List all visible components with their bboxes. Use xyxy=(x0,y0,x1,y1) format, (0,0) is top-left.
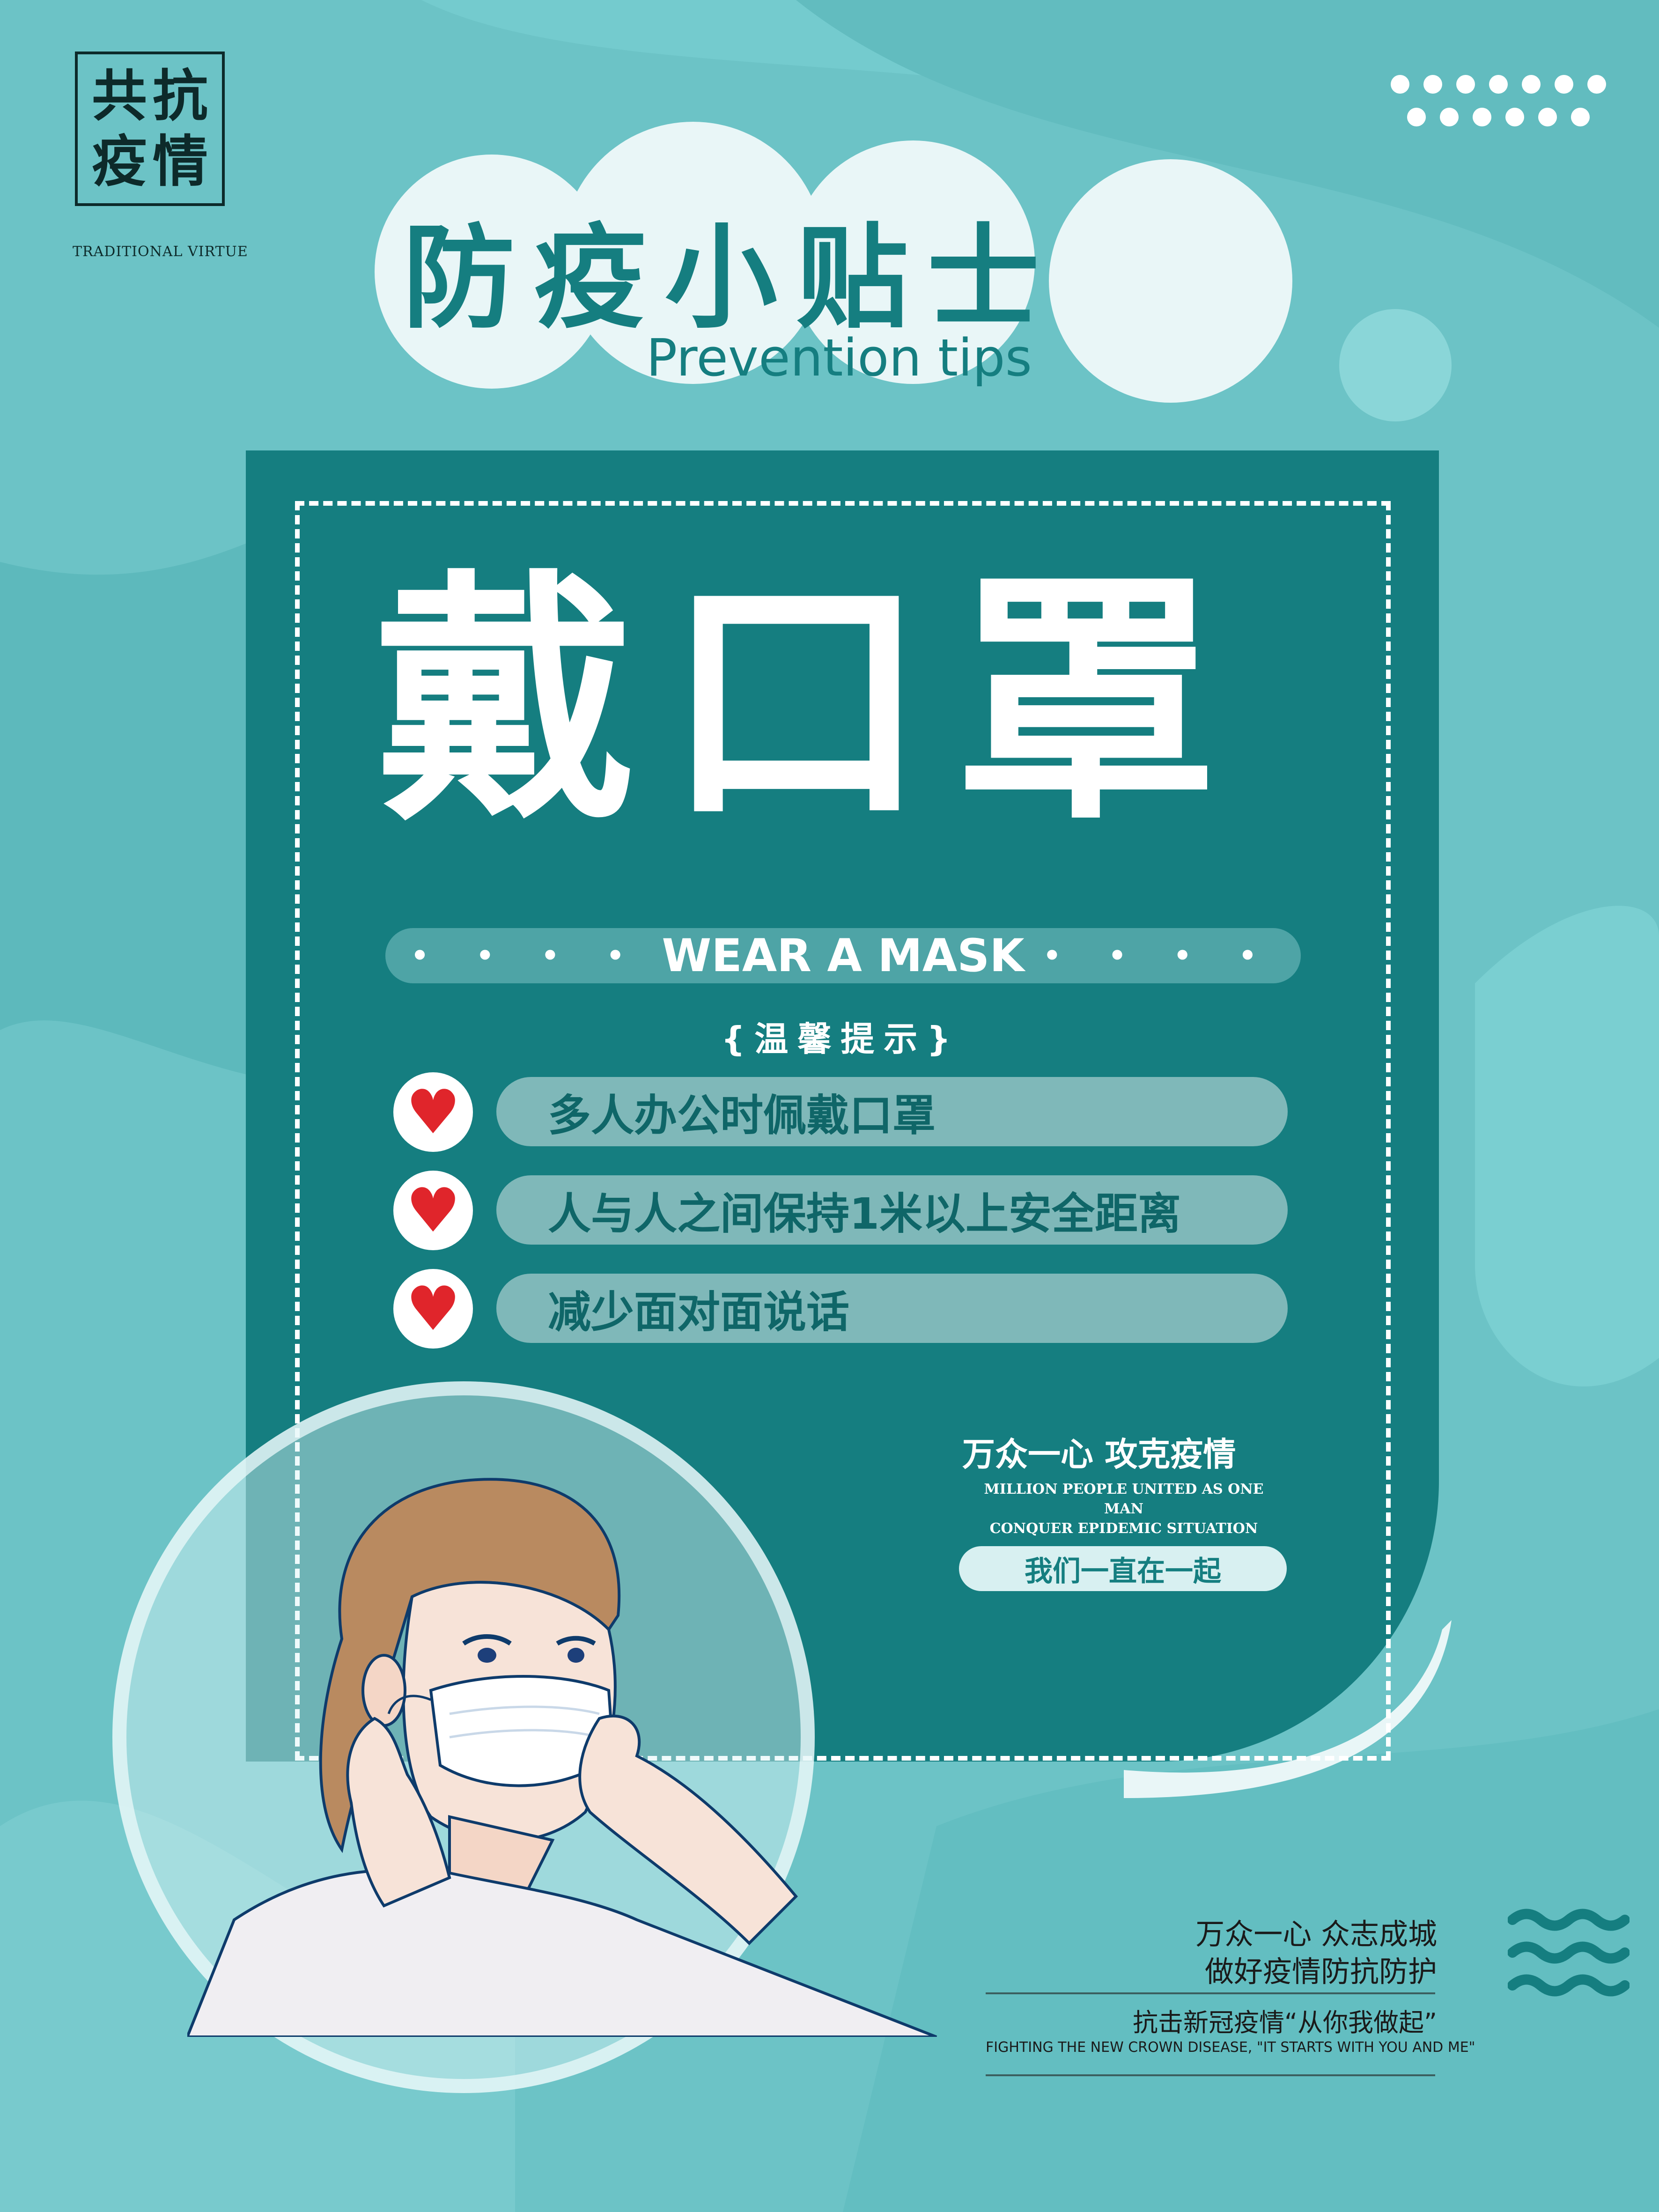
dots-right: • • • • xyxy=(1043,939,1276,972)
tip-item: 多人办公时佩戴口罩 xyxy=(496,1077,1288,1146)
footer-line3: 抗击新冠疫情“从你我做起” xyxy=(1133,2008,1437,2037)
footer-line2: 做好疫情防抗防护 xyxy=(1204,1954,1437,1989)
tip-item: 人与人之间保持1米以上安全距离 xyxy=(496,1175,1288,1245)
dots-decoration xyxy=(1391,75,1606,126)
slogan-en-line: MILLION PEOPLE UNITED AS ONE MAN xyxy=(984,1481,1264,1517)
wave-decoration xyxy=(1508,1909,1630,1997)
wear-mask-label: WEAR A MASK xyxy=(662,929,1025,982)
footer-line1: 万众一心 众志成城 xyxy=(1195,1917,1437,1951)
title-cloud xyxy=(1049,159,1292,403)
tip-text: 人与人之间保持1米以上安全距离 xyxy=(548,1188,1181,1239)
heart-icon: ♥ xyxy=(393,1072,473,1152)
divider xyxy=(986,2074,1435,2076)
title-cloud xyxy=(562,122,824,384)
stamp-subtitle: TRADITIONAL VIRTUE xyxy=(73,243,248,260)
slogan-en-line: CONQUER EPIDEMIC SITUATION xyxy=(989,1520,1258,1537)
slogan: 万众一心 攻克疫情 xyxy=(962,1435,1236,1474)
page-title: 防疫小贴士 xyxy=(403,213,1059,344)
heart-icon: ♥ xyxy=(393,1171,473,1250)
divider xyxy=(986,1992,1435,1994)
slogan-en: MILLION PEOPLE UNITED AS ONE MAN CONQUER… xyxy=(965,1480,1283,1539)
stamp-char: 抗 xyxy=(152,63,208,128)
person-mask-illustration xyxy=(187,1478,937,2037)
dashed-border xyxy=(295,501,1391,1761)
decor-circle xyxy=(1339,309,1452,421)
stamp-char: 共 xyxy=(91,63,147,128)
stamp-char: 情 xyxy=(152,129,208,194)
dots-left: • • • • xyxy=(411,939,643,972)
title-cloud xyxy=(791,140,1035,384)
stamp-char: 疫 xyxy=(91,129,147,194)
stamp-logo: 共 抗 疫 情 xyxy=(75,52,225,206)
heart-icon: ♥ xyxy=(393,1269,473,1349)
tip-text: 多人办公时佩戴口罩 xyxy=(548,1090,936,1141)
page-subtitle: Prevention tips xyxy=(646,328,1032,388)
card-curl xyxy=(1124,1620,1452,1798)
wear-mask-banner: • • • • WEAR A MASK • • • • xyxy=(385,928,1301,983)
slogan-pill: 我们一直在一起 xyxy=(959,1546,1287,1591)
footer-en: FIGHTING THE NEW CROWN DISEASE, "IT STAR… xyxy=(986,2039,1475,2056)
hint-label: {温馨提示} xyxy=(721,1019,960,1059)
headline: 戴口罩 xyxy=(375,550,1246,855)
tip-text: 减少面对面说话 xyxy=(548,1287,850,1337)
tip-item: 减少面对面说话 xyxy=(496,1274,1288,1343)
